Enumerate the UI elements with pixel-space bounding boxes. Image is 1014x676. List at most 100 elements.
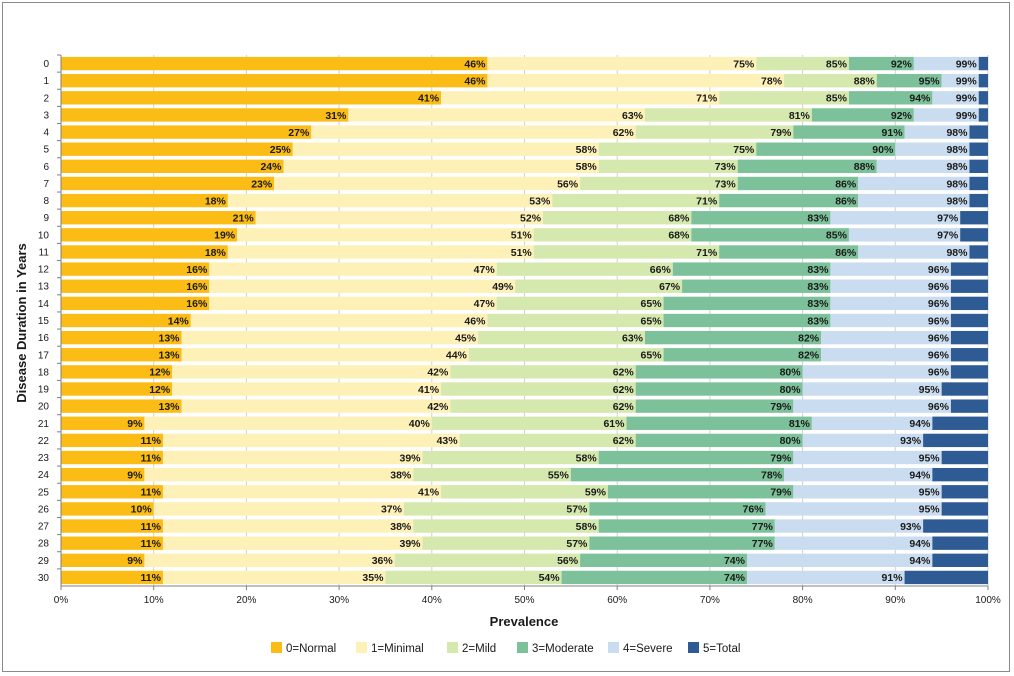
bar-segment	[61, 279, 210, 293]
bar-segment	[691, 228, 849, 242]
bar-segment	[153, 502, 404, 516]
data-label: 75%	[733, 144, 755, 156]
data-label: 96%	[928, 315, 950, 327]
bar-segment	[895, 142, 970, 156]
data-label: 94%	[909, 418, 931, 430]
data-label: 97%	[937, 230, 959, 242]
bar-segment	[61, 450, 163, 465]
y-tick-label: 4	[43, 128, 49, 139]
bar-segment	[580, 553, 747, 567]
bar-segment	[61, 228, 238, 242]
x-tick-label: 60%	[607, 595, 627, 606]
data-label: 11%	[141, 538, 162, 550]
bar-segment	[533, 228, 692, 242]
bar-segment	[61, 142, 293, 156]
bar-segment	[719, 245, 859, 259]
x-tick-label: 0%	[54, 595, 69, 606]
data-label: 41%	[418, 384, 440, 396]
data-label: 13%	[158, 350, 180, 362]
data-label: 97%	[937, 213, 959, 225]
data-label: 81%	[789, 418, 811, 430]
bar-segment	[858, 176, 970, 191]
data-label: 78%	[761, 75, 783, 87]
bar-segment	[950, 296, 988, 311]
data-labels: 46% 75% 85% 92% 99% 46% 78% 88% 95% 99% 41% 71% 85% 9…	[127, 58, 977, 584]
data-label: 11%	[141, 487, 162, 499]
bar-segment	[61, 570, 163, 585]
data-label: 99%	[956, 110, 978, 122]
legend-label: 4=Severe	[623, 643, 673, 655]
data-label: 62%	[613, 384, 635, 396]
bar-segment	[190, 313, 488, 328]
bar-segment	[635, 433, 803, 448]
bar-segment	[61, 159, 284, 174]
bar-segment	[672, 262, 831, 276]
bar-segment	[181, 348, 469, 362]
data-label: 62%	[613, 127, 635, 139]
data-label: 45%	[455, 332, 477, 344]
bar-segment	[941, 382, 988, 396]
data-label: 12%	[149, 384, 171, 396]
data-label: 65%	[641, 315, 663, 327]
data-label: 63%	[622, 110, 644, 122]
data-label: 91%	[882, 127, 904, 139]
bar-segment	[274, 176, 581, 191]
y-axis-title: Disease Duration in Years	[14, 243, 29, 402]
bar-segment	[774, 536, 933, 550]
bar-segment	[431, 416, 627, 430]
bar-segment	[589, 502, 766, 516]
bar-segment	[172, 365, 451, 379]
bar-segment	[793, 399, 951, 413]
bar-segment	[635, 125, 794, 139]
bar-segment	[691, 211, 831, 225]
bar-segment	[932, 91, 979, 105]
bar-segment	[61, 313, 191, 328]
data-label: 96%	[928, 264, 950, 276]
bar-segment	[348, 108, 646, 122]
bar-segment	[311, 125, 636, 139]
y-tick-label: 15	[38, 316, 50, 327]
data-label: 77%	[752, 521, 774, 533]
data-label: 86%	[835, 178, 857, 190]
bar-segment	[515, 279, 683, 293]
bar-segment	[61, 536, 163, 550]
data-label: 61%	[603, 418, 625, 430]
data-label: 83%	[807, 213, 829, 225]
bar-segment	[61, 245, 228, 259]
bar-segment	[237, 228, 534, 242]
bar-segment	[61, 485, 163, 499]
data-label: 62%	[613, 367, 635, 379]
y-tick-label: 12	[38, 265, 50, 276]
y-tick-label: 9	[43, 213, 49, 224]
bar-segment	[635, 365, 803, 379]
x-tick-label: 20%	[236, 595, 256, 606]
bar-segment	[663, 313, 831, 328]
data-label: 66%	[650, 264, 672, 276]
data-label: 68%	[668, 230, 690, 242]
bar-segment	[487, 56, 757, 71]
y-tick-label: 6	[43, 162, 49, 173]
bar-segment	[255, 211, 544, 225]
data-label: 18%	[205, 195, 227, 207]
bar-segment	[209, 262, 497, 276]
data-label: 96%	[928, 281, 950, 293]
y-tick-label: 14	[38, 299, 50, 310]
bar-segment	[209, 279, 516, 293]
y-tick-label: 25	[38, 487, 50, 498]
data-label: 25%	[270, 144, 292, 156]
y-tick-label: 24	[38, 470, 50, 481]
bar-segment	[913, 108, 979, 122]
bar-segment	[784, 74, 877, 88]
bar-segment	[552, 193, 720, 208]
bar-segment	[950, 348, 988, 362]
data-label: 68%	[668, 213, 690, 225]
data-label: 41%	[418, 93, 440, 105]
data-label: 85%	[826, 93, 848, 105]
x-tick-label: 30%	[329, 595, 349, 606]
bar-segment	[61, 416, 145, 430]
bar-segment	[635, 399, 794, 413]
legend-label: 1=Minimal	[371, 643, 424, 655]
bar-segment	[496, 296, 664, 311]
data-label: 73%	[715, 178, 737, 190]
